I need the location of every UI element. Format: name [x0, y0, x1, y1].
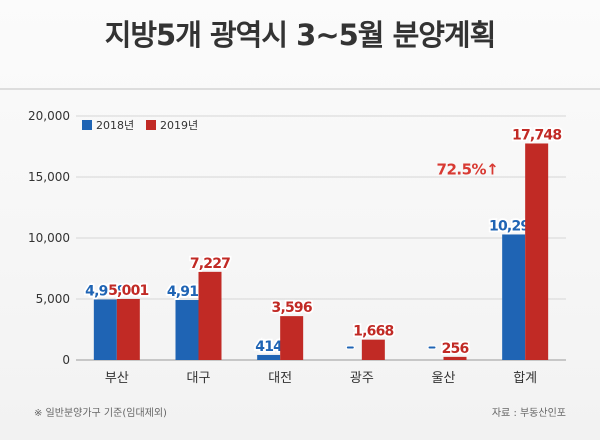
growth-annotation: 72.5%↑ — [437, 161, 499, 179]
data-label: 4,959 — [85, 284, 125, 300]
bar-2018 — [257, 354, 281, 360]
data-label: 5,001 — [108, 283, 148, 299]
bar-2019 — [116, 298, 140, 360]
y-tick-label: 15,000 — [28, 170, 70, 184]
bar-2019 — [443, 356, 467, 360]
data-label: 256 — [442, 341, 469, 357]
x-tick-label: 광주 — [350, 371, 374, 386]
data-label-dash — [345, 345, 355, 350]
bar-2018 — [175, 300, 199, 360]
x-tick-label: 대전 — [268, 371, 292, 386]
data-label: 414 — [255, 339, 283, 355]
bar-2018 — [502, 234, 526, 360]
title-divider — [0, 88, 600, 90]
x-tick-label: 울산 — [432, 371, 456, 386]
y-tick-label: 10,000 — [28, 231, 70, 245]
footnote: ※ 일반분양가구 기준(임대제외) — [34, 408, 167, 419]
y-tick-label: 20,000 — [28, 109, 70, 123]
bar-2019 — [198, 271, 222, 360]
legend-label: 2019년 — [160, 119, 198, 132]
data-label: 7,227 — [190, 256, 230, 272]
y-tick-label: 5,000 — [36, 292, 70, 306]
legend-swatch — [82, 120, 92, 130]
bar-2018 — [93, 299, 117, 360]
legend-swatch — [146, 120, 156, 130]
y-tick-label: 0 — [62, 353, 70, 367]
bar-2019 — [525, 143, 549, 360]
data-label: 17,748 — [512, 127, 561, 143]
legend-label: 2018년 — [96, 119, 134, 132]
chart-title: 지방5개 광역시 3~5월 분양계획 — [104, 18, 497, 52]
data-label: 3,596 — [272, 300, 312, 316]
bar-2019 — [361, 339, 385, 360]
x-tick-label: 합계 — [513, 371, 537, 386]
x-tick-label: 대구 — [187, 371, 211, 386]
x-tick-label: 부산 — [105, 371, 129, 386]
bar-2019 — [280, 316, 304, 360]
source-note: 자료 : 부동산인포 — [491, 408, 566, 419]
data-label-dash — [427, 345, 437, 350]
data-label: 1,668 — [353, 324, 393, 340]
